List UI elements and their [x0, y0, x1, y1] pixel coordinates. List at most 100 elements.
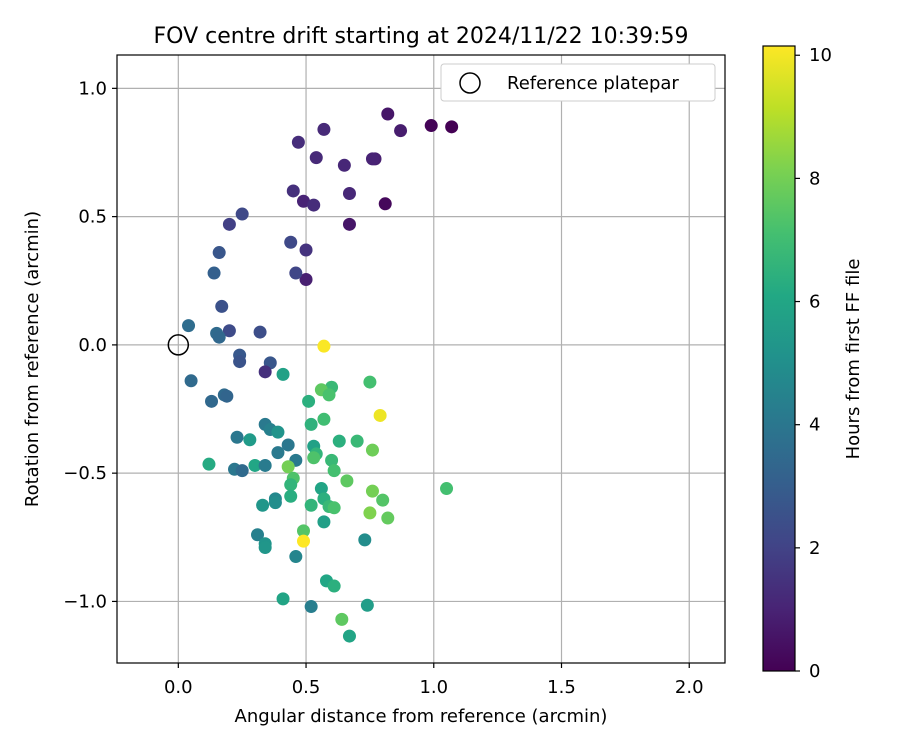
- x-tick-label: 1.0: [419, 677, 448, 698]
- data-point: [307, 198, 321, 212]
- data-point: [445, 120, 459, 134]
- legend-open-circle-icon: [459, 72, 481, 94]
- data-point: [327, 501, 341, 515]
- colorbar-tick-label: 0: [809, 661, 820, 682]
- data-point: [215, 299, 229, 313]
- x-tick-label: 1.5: [547, 677, 576, 698]
- x-tick-label: 2.0: [675, 677, 704, 698]
- legend-label: Reference platepar: [507, 73, 679, 94]
- data-point: [440, 482, 454, 496]
- data-point: [363, 506, 377, 520]
- data-point: [253, 325, 267, 339]
- data-point: [304, 417, 318, 431]
- data-point: [381, 511, 395, 525]
- data-point: [205, 394, 219, 408]
- data-point: [291, 135, 305, 149]
- y-tick-label: 1.0: [78, 78, 107, 99]
- data-point: [381, 107, 395, 121]
- data-point: [327, 579, 341, 593]
- data-point: [276, 592, 290, 606]
- data-point: [258, 458, 272, 472]
- data-point: [337, 158, 351, 172]
- data-point: [314, 482, 328, 496]
- data-point: [365, 152, 379, 166]
- data-point: [248, 458, 262, 472]
- data-point: [340, 474, 354, 488]
- data-point: [317, 515, 331, 529]
- colorbar-tick-label: 8: [809, 168, 820, 189]
- data-point: [304, 498, 318, 512]
- axes: 0.0 0.5 1.0 1.5 2.0 −1.0 −0.5 0.0 0.5 1.0: [63, 78, 703, 698]
- data-point: [365, 443, 379, 457]
- data-point: [202, 457, 216, 471]
- colorbar-gradient: [762, 45, 796, 672]
- data-point: [332, 434, 346, 448]
- data-point: [286, 184, 300, 198]
- colorbar-ticks: 0 2 4 6 8 10: [795, 45, 832, 682]
- data-point: [360, 598, 374, 612]
- data-point: [376, 493, 390, 507]
- data-point: [271, 446, 285, 460]
- data-point: [284, 235, 298, 249]
- data-point: [342, 187, 356, 201]
- colorbar-tick-label: 2: [809, 538, 820, 559]
- data-point: [184, 374, 198, 388]
- y-tick-label: 0.0: [78, 335, 107, 356]
- legend-box: [440, 63, 716, 102]
- data-point: [268, 496, 282, 510]
- data-point: [365, 484, 379, 498]
- data-point: [276, 367, 290, 381]
- data-point: [322, 388, 336, 402]
- data-point: [335, 612, 349, 626]
- data-point: [363, 375, 377, 389]
- data-point: [212, 246, 226, 260]
- data-point: [309, 151, 323, 165]
- data-point: [220, 389, 234, 403]
- data-point: [342, 629, 356, 643]
- data-point: [307, 451, 321, 465]
- data-point: [284, 478, 298, 492]
- data-point: [317, 122, 331, 136]
- data-point: [258, 365, 272, 379]
- data-point: [281, 438, 295, 452]
- data-point: [243, 433, 257, 447]
- data-points: [182, 107, 459, 643]
- plot-area-frame: [116, 54, 726, 664]
- data-point: [304, 600, 318, 614]
- x-tick-label: 0.0: [164, 677, 193, 698]
- data-point: [222, 324, 236, 338]
- data-point: [284, 489, 298, 503]
- colorbar-label: Hours from first FF file: [843, 259, 864, 460]
- data-point: [281, 460, 295, 474]
- colorbar-tick-label: 6: [809, 292, 820, 313]
- colorbar-tick-label: 10: [809, 45, 832, 66]
- data-point: [350, 434, 364, 448]
- colorbar-tick-label: 4: [809, 415, 820, 436]
- y-axis-label: Rotation from reference (arcmin): [22, 211, 43, 507]
- data-point: [302, 394, 316, 408]
- data-point: [251, 528, 265, 542]
- data-point: [358, 533, 372, 547]
- data-point: [342, 217, 356, 231]
- data-point: [289, 266, 303, 280]
- data-point: [233, 355, 247, 369]
- colorbar: 0 2 4 6 8 10 Hours from first FF file: [762, 45, 864, 682]
- data-point: [296, 194, 310, 208]
- data-point: [207, 266, 221, 280]
- y-tick-label: 0.5: [78, 207, 107, 228]
- chart-title: FOV centre drift starting at 2024/11/22 …: [154, 24, 689, 49]
- data-point: [235, 464, 249, 478]
- x-tick-label: 0.5: [292, 677, 321, 698]
- data-point: [230, 430, 244, 444]
- legend: Reference platepar: [440, 63, 716, 102]
- data-point: [182, 319, 196, 333]
- data-point: [296, 524, 310, 538]
- data-point: [373, 408, 387, 422]
- data-point: [289, 550, 303, 564]
- y-tick-label: −0.5: [63, 463, 107, 484]
- data-point: [299, 272, 313, 286]
- data-point: [378, 197, 392, 211]
- data-point: [235, 207, 249, 221]
- data-point: [325, 453, 339, 467]
